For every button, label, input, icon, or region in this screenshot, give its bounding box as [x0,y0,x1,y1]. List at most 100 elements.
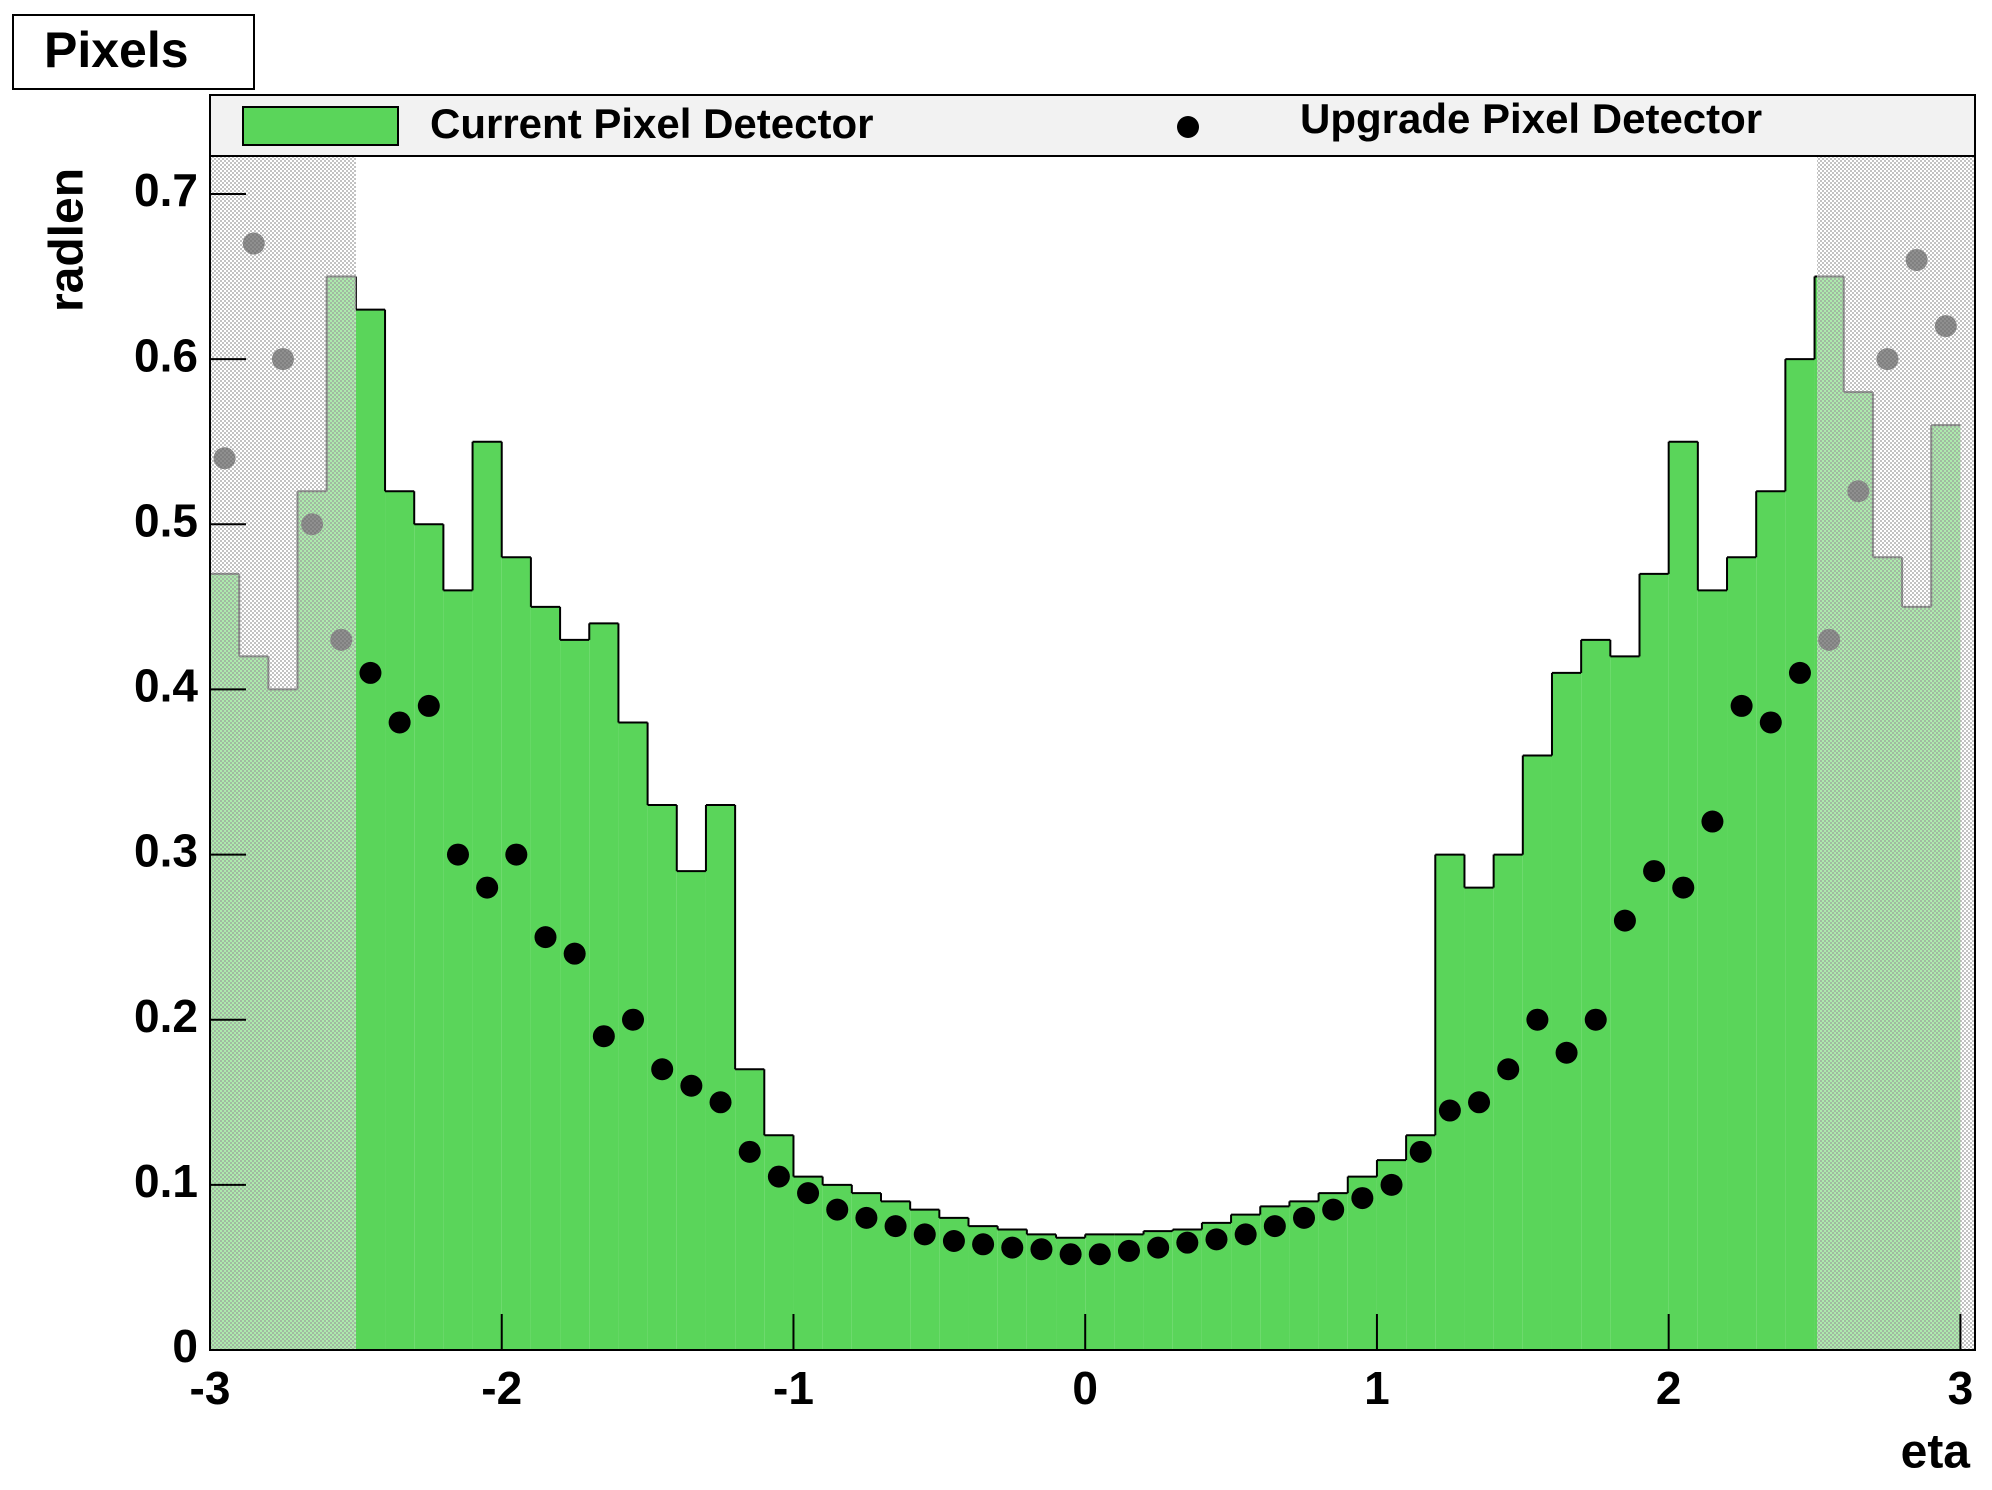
point [826,1198,849,1221]
point [505,843,528,866]
legend [209,94,1976,157]
plot-area [210,232,1961,1350]
point [446,843,469,866]
y-tick-label: 0.7 [134,164,198,216]
point [942,1230,965,1253]
point [1613,909,1636,932]
point [359,661,382,684]
point [1176,1231,1199,1254]
point [709,1091,732,1114]
bar [501,557,531,1350]
point [1730,694,1753,717]
bar [793,1176,823,1350]
point [1759,711,1782,734]
point [534,926,557,949]
x-tick-label: 0 [1072,1362,1098,1414]
point [1468,1091,1491,1114]
point [1263,1215,1286,1238]
y-tick-label: 0 [172,1320,198,1372]
bar [589,623,619,1350]
bar [1610,656,1640,1350]
bar [414,524,444,1350]
point [1205,1228,1228,1251]
point [1526,1008,1549,1031]
y-tick-label: 0.6 [134,329,198,381]
point [1001,1236,1024,1259]
bar [735,1069,765,1350]
x-tick-label: -3 [190,1362,231,1414]
point [680,1074,703,1097]
legend-swatch [242,106,399,146]
point [855,1206,878,1229]
point [592,1025,615,1048]
point [1293,1206,1316,1229]
chart-title: Pixels [44,22,189,78]
x-tick-label: 3 [1948,1362,1974,1414]
point [1117,1239,1140,1262]
bar [560,639,590,1350]
point [1701,810,1724,833]
point [1555,1041,1578,1064]
point [417,694,440,717]
y-axis-label: radlen [41,168,94,312]
point [1351,1187,1374,1210]
point [1147,1236,1170,1259]
shaded-region [1817,156,1975,1350]
point [1088,1243,1111,1266]
y-tick-label: 0.3 [134,825,198,877]
point [1322,1198,1345,1221]
bar [618,722,648,1350]
point [1234,1223,1257,1246]
bar [1581,639,1611,1350]
point [884,1215,907,1238]
point [797,1182,820,1205]
y-tick-label: 0.1 [134,1155,198,1207]
point [1438,1099,1461,1122]
legend-label: Current Pixel Detector [430,100,873,147]
legend-marker [1177,116,1199,138]
point [1643,860,1666,883]
point [1788,661,1811,684]
x-axis-label: eta [1901,1426,1971,1479]
point [767,1165,790,1188]
point [388,711,411,734]
point [1409,1140,1432,1163]
bar [355,309,386,1350]
x-tick-label: 1 [1364,1362,1390,1414]
point [1380,1173,1403,1196]
point [972,1233,995,1256]
y-tick-label: 0.2 [134,990,198,1042]
point [1584,1008,1607,1031]
point [476,876,499,899]
x-tick-label: 2 [1656,1362,1682,1414]
point [1030,1238,1053,1261]
bar [1639,573,1669,1350]
point [738,1140,761,1163]
point [622,1008,645,1031]
bar [443,590,473,1350]
x-tick-label: -2 [481,1362,522,1414]
point [913,1223,936,1246]
point [651,1058,674,1081]
bar [705,805,736,1350]
bar [1493,854,1523,1350]
point [1672,876,1695,899]
y-tick-label: 0.5 [134,494,198,546]
title-box [12,14,255,90]
y-tick-label: 0.4 [134,660,198,712]
bar [1522,755,1552,1350]
bar [676,871,706,1350]
point [563,942,586,965]
bar [385,491,415,1350]
x-tick-label: -1 [773,1362,814,1414]
point [1059,1243,1082,1266]
bar [530,606,561,1350]
bar [1464,887,1494,1350]
bar [1727,557,1757,1350]
bar [1697,590,1728,1350]
shaded-region [210,156,356,1350]
bar [1551,672,1582,1350]
legend-label: Upgrade Pixel Detector [1300,95,1762,142]
bar [1785,359,1815,1350]
